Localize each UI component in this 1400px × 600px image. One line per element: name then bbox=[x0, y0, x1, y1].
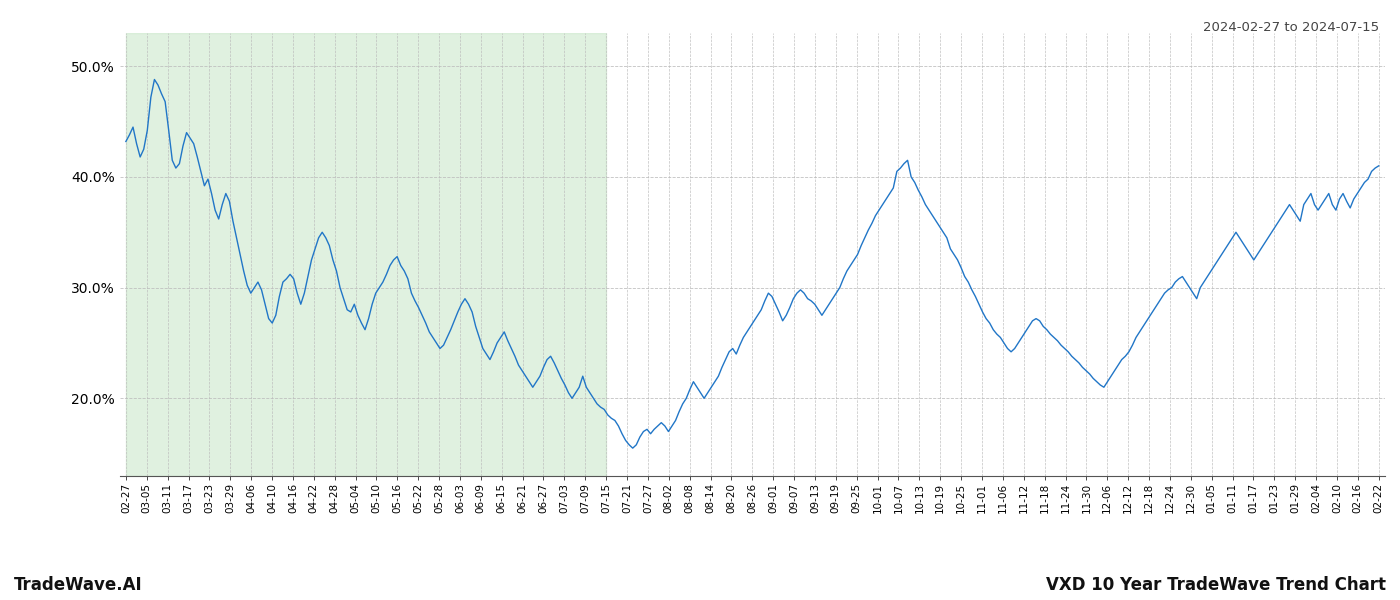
Text: 2024-02-27 to 2024-07-15: 2024-02-27 to 2024-07-15 bbox=[1203, 21, 1379, 34]
Text: TradeWave.AI: TradeWave.AI bbox=[14, 576, 143, 594]
Bar bbox=[126, 33, 606, 476]
Text: VXD 10 Year TradeWave Trend Chart: VXD 10 Year TradeWave Trend Chart bbox=[1046, 576, 1386, 594]
